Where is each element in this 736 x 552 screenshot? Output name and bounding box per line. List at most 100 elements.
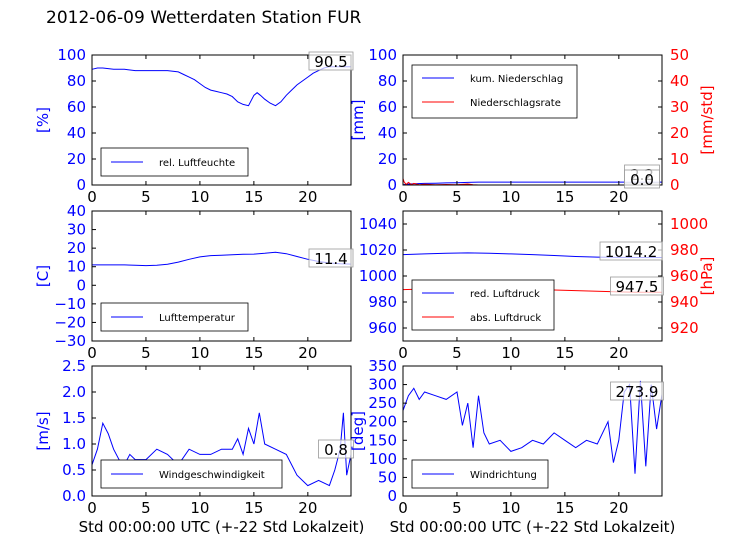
plot-frame-winddirection — [402, 365, 663, 497]
y-axis-label-windspeed: [m/s] — [34, 411, 52, 450]
y2-tick-label-pressure: 980 — [670, 241, 699, 259]
y-tick-label-temperature: 40 — [67, 202, 86, 220]
y2-tick-label-precipitation: 10 — [670, 150, 689, 168]
y-tick-label-temperature: 30 — [67, 221, 86, 239]
x-tick-label-windspeed: 5 — [141, 499, 151, 517]
y-tick-label-pressure: 1040 — [359, 215, 397, 233]
plot-frame-precipitation — [402, 54, 663, 186]
legend-box-precipitation — [411, 64, 578, 119]
y2-tick-label-precipitation: 30 — [670, 98, 689, 116]
plot-frame-windspeed — [91, 365, 352, 497]
y2-tick-label-precipitation: 50 — [670, 46, 689, 64]
x-tick-label-humidity: 15 — [244, 188, 263, 206]
y-tick-label-windspeed: 0.0 — [62, 487, 86, 505]
y-tick-label-winddirection: 150 — [368, 431, 397, 449]
y-tick-label-pressure: 1000 — [359, 267, 397, 285]
x-tick-label-pressure: 15 — [555, 344, 574, 362]
x-tick-label-humidity: 5 — [141, 188, 151, 206]
y-tick-label-pressure: 980 — [368, 293, 397, 311]
legend-label-humidity-0: rel. Luftfeuchte — [159, 158, 235, 169]
y2-tick-label-pressure: 920 — [670, 319, 699, 337]
x-tick-label-winddirection: 10 — [501, 499, 520, 517]
y-tick-label-winddirection: 300 — [368, 376, 397, 394]
x-tick-label-winddirection: 15 — [555, 499, 574, 517]
x-tick-label-winddirection: 20 — [609, 499, 628, 517]
x-tick-label-temperature: 5 — [141, 344, 151, 362]
y-tick-label-temperature: 20 — [67, 239, 86, 257]
y-tick-label-pressure: 1020 — [359, 241, 397, 259]
annotation-value-humidity-0: 90.5 — [314, 53, 347, 71]
y-tick-label-pressure: 960 — [368, 319, 397, 337]
y-tick-label-precipitation: 20 — [378, 150, 397, 168]
y-tick-label-temperature: −10 — [54, 295, 86, 313]
annotation-box-temperature-0 — [308, 248, 354, 268]
legend-label-pressure-0: red. Luftdruck — [470, 289, 540, 300]
figure-title: 2012-06-09 Wetterdaten Station FUR — [46, 8, 362, 28]
x-tick-label-humidity: 10 — [190, 188, 209, 206]
annotation-box-precipitation-1 — [624, 169, 660, 189]
y-axis-label-winddirection: [deg] — [349, 411, 367, 451]
annotation-box-humidity-0 — [308, 51, 354, 71]
y-axis-label-temperature: [C] — [34, 265, 52, 287]
y-tick-label-humidity: 100 — [57, 46, 86, 64]
annotation-value-winddirection-0: 273.9 — [616, 383, 659, 401]
y-tick-label-precipitation: 100 — [368, 46, 397, 64]
series-line-temperature-0 — [92, 251, 352, 267]
x-tick-label-windspeed: 0 — [87, 499, 97, 517]
plot-frame-humidity — [91, 54, 352, 186]
y-tick-label-precipitation: 0 — [387, 176, 397, 194]
x-axis-label-winddirection: Std 00:00:00 UTC (+-22 Std Lokalzeit) — [390, 518, 676, 536]
y-tick-label-humidity: 20 — [67, 150, 86, 168]
legend-label-windspeed-0: Windgeschwindigkeit — [159, 470, 265, 481]
series-line-humidity-0 — [91, 66, 351, 107]
y-tick-label-windspeed: 2.0 — [62, 383, 86, 401]
x-tick-label-temperature: 15 — [244, 344, 263, 362]
annotation-value-temperature-0: 11.4 — [314, 250, 347, 268]
y-tick-label-temperature: 0 — [76, 276, 86, 294]
y-tick-label-winddirection: 250 — [368, 394, 397, 412]
y-tick-label-windspeed: 0.5 — [62, 461, 86, 479]
y-tick-label-winddirection: 100 — [368, 450, 397, 468]
y-tick-label-winddirection: 200 — [368, 413, 397, 431]
y-tick-label-precipitation: 80 — [378, 72, 397, 90]
x-tick-label-temperature: 20 — [298, 344, 317, 362]
y-tick-label-winddirection: 0 — [387, 487, 397, 505]
x-tick-label-pressure: 5 — [452, 344, 462, 362]
y-axis-label-humidity: [%] — [34, 107, 52, 133]
annotation-value-pressure-1: 947.5 — [616, 278, 659, 296]
y2-tick-label-pressure: 940 — [670, 293, 699, 311]
y-tick-label-temperature: −20 — [54, 313, 86, 331]
y-tick-label-winddirection: 350 — [368, 357, 397, 375]
y-tick-label-temperature: −30 — [54, 332, 86, 350]
legend-label-pressure-1: abs. Luftdruck — [470, 313, 541, 324]
x-tick-label-pressure: 10 — [501, 344, 520, 362]
annotation-value-precipitation-1: 0.0 — [630, 171, 654, 189]
y2-tick-label-pressure: 1000 — [670, 215, 708, 233]
legend-box-pressure — [411, 279, 555, 331]
annotation-box-pressure-0 — [599, 241, 663, 261]
series-line-winddirection-0 — [402, 380, 663, 474]
annotation-box-pressure-1 — [610, 276, 664, 296]
plot-frame-temperature — [91, 210, 352, 342]
y-tick-label-temperature: 10 — [67, 258, 86, 276]
x-tick-label-precipitation: 5 — [452, 188, 462, 206]
y2-tick-label-precipitation: 0 — [670, 176, 680, 194]
x-tick-label-precipitation: 0 — [398, 188, 408, 206]
legend-label-precipitation-0: kum. Niederschlag — [470, 74, 563, 85]
legend-label-winddirection-0: Windrichtung — [470, 470, 537, 481]
y2-axis-label-precipitation: [mm/std] — [698, 85, 716, 154]
x-tick-label-precipitation: 15 — [555, 188, 574, 206]
y-axis-label-precipitation: [mm] — [349, 100, 367, 141]
x-tick-label-precipitation: 10 — [501, 188, 520, 206]
y2-tick-label-precipitation: 40 — [670, 72, 689, 90]
legend-label-precipitation-1: Niederschlagsrate — [470, 98, 561, 109]
x-tick-label-humidity: 20 — [298, 188, 317, 206]
y-tick-label-humidity: 40 — [67, 124, 86, 142]
x-tick-label-windspeed: 20 — [298, 499, 317, 517]
annotation-box-windspeed-0 — [318, 439, 354, 459]
y-tick-label-windspeed: 2.5 — [62, 357, 86, 375]
x-tick-label-pressure: 0 — [398, 344, 408, 362]
x-axis-label-windspeed: Std 00:00:00 UTC (+-22 Std Lokalzeit) — [79, 518, 365, 536]
annotation-box-winddirection-0 — [610, 381, 664, 401]
